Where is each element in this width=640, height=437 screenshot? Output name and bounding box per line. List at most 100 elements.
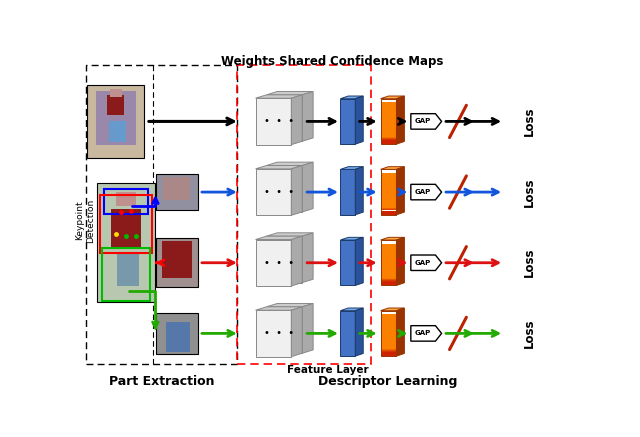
- Polygon shape: [255, 98, 291, 145]
- Text: Confidence Maps: Confidence Maps: [330, 55, 444, 68]
- Bar: [97, 183, 156, 302]
- Polygon shape: [381, 188, 396, 209]
- Polygon shape: [411, 184, 442, 200]
- Bar: [163, 177, 190, 201]
- Polygon shape: [266, 162, 313, 166]
- Text: GAP: GAP: [415, 260, 431, 266]
- Bar: [128, 253, 139, 286]
- Bar: [156, 313, 198, 354]
- Polygon shape: [381, 255, 396, 279]
- Text: Descriptor Learning: Descriptor Learning: [318, 375, 457, 388]
- Bar: [162, 241, 191, 278]
- Polygon shape: [381, 315, 396, 349]
- Polygon shape: [381, 274, 396, 281]
- Polygon shape: [381, 114, 396, 138]
- Text: •  •  •: • • •: [264, 116, 294, 126]
- Bar: [102, 248, 150, 302]
- Polygon shape: [340, 96, 364, 99]
- Polygon shape: [381, 282, 396, 285]
- Polygon shape: [381, 181, 396, 208]
- Polygon shape: [255, 307, 302, 310]
- Polygon shape: [355, 96, 364, 144]
- Polygon shape: [302, 162, 313, 212]
- Polygon shape: [255, 166, 302, 169]
- Polygon shape: [255, 236, 302, 239]
- Text: GAP: GAP: [415, 330, 431, 336]
- Bar: [178, 322, 190, 352]
- Text: Loss: Loss: [522, 248, 536, 277]
- Polygon shape: [381, 308, 404, 311]
- Polygon shape: [396, 166, 404, 215]
- Polygon shape: [291, 95, 302, 145]
- Polygon shape: [381, 121, 396, 139]
- Polygon shape: [255, 95, 302, 98]
- Polygon shape: [381, 352, 396, 356]
- Polygon shape: [381, 251, 396, 279]
- Bar: [87, 85, 144, 158]
- Text: •  •  •: • • •: [264, 187, 294, 197]
- Text: Loss: Loss: [522, 319, 536, 348]
- Polygon shape: [381, 244, 396, 278]
- Bar: [111, 209, 141, 249]
- Bar: [107, 94, 124, 114]
- Polygon shape: [381, 106, 396, 137]
- Polygon shape: [381, 326, 396, 350]
- Text: •  •  •: • • •: [264, 329, 294, 338]
- Polygon shape: [302, 233, 313, 283]
- Polygon shape: [255, 169, 291, 215]
- Polygon shape: [411, 255, 442, 271]
- Polygon shape: [381, 263, 396, 280]
- Text: Weights Shared: Weights Shared: [221, 55, 326, 68]
- Polygon shape: [266, 307, 302, 353]
- Polygon shape: [381, 318, 396, 349]
- Polygon shape: [291, 307, 302, 357]
- Polygon shape: [255, 239, 291, 286]
- Polygon shape: [381, 96, 404, 99]
- Polygon shape: [381, 184, 396, 208]
- Polygon shape: [340, 99, 355, 144]
- Polygon shape: [381, 125, 396, 139]
- Polygon shape: [381, 211, 396, 215]
- Polygon shape: [381, 271, 396, 281]
- Polygon shape: [411, 114, 442, 129]
- Polygon shape: [302, 91, 313, 141]
- Polygon shape: [381, 136, 396, 140]
- Polygon shape: [355, 237, 364, 285]
- Polygon shape: [266, 303, 313, 307]
- Polygon shape: [381, 248, 396, 278]
- Polygon shape: [381, 337, 396, 351]
- Bar: [100, 195, 152, 253]
- Polygon shape: [381, 237, 404, 240]
- Bar: [109, 89, 122, 97]
- Polygon shape: [381, 196, 396, 209]
- Text: Feature Layer: Feature Layer: [287, 365, 369, 375]
- Text: Part Extraction: Part Extraction: [109, 375, 214, 388]
- Polygon shape: [291, 236, 302, 286]
- Polygon shape: [381, 333, 396, 350]
- Polygon shape: [381, 329, 396, 350]
- Polygon shape: [381, 267, 396, 280]
- Polygon shape: [381, 259, 396, 280]
- Polygon shape: [266, 166, 302, 212]
- Polygon shape: [266, 236, 302, 283]
- Polygon shape: [381, 166, 404, 170]
- Bar: [104, 189, 148, 214]
- Text: Keypoint
Detection: Keypoint Detection: [76, 198, 95, 243]
- Polygon shape: [381, 349, 396, 352]
- Polygon shape: [340, 308, 364, 311]
- Text: •  •  •: • • •: [264, 258, 294, 268]
- Polygon shape: [396, 237, 404, 285]
- Polygon shape: [340, 170, 355, 215]
- Polygon shape: [266, 91, 313, 95]
- Polygon shape: [381, 278, 396, 281]
- Polygon shape: [340, 166, 364, 170]
- Text: Loss: Loss: [522, 177, 536, 207]
- Polygon shape: [381, 140, 396, 144]
- Bar: [166, 322, 178, 352]
- Bar: [156, 174, 198, 210]
- Polygon shape: [381, 192, 396, 209]
- Polygon shape: [266, 95, 302, 141]
- Polygon shape: [381, 207, 396, 210]
- Polygon shape: [381, 118, 396, 138]
- Polygon shape: [381, 177, 396, 208]
